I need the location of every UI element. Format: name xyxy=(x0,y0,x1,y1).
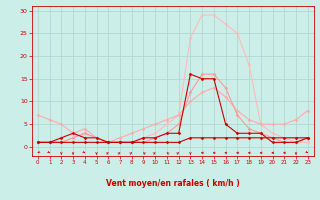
X-axis label: Vent moyen/en rafales ( km/h ): Vent moyen/en rafales ( km/h ) xyxy=(106,179,240,188)
